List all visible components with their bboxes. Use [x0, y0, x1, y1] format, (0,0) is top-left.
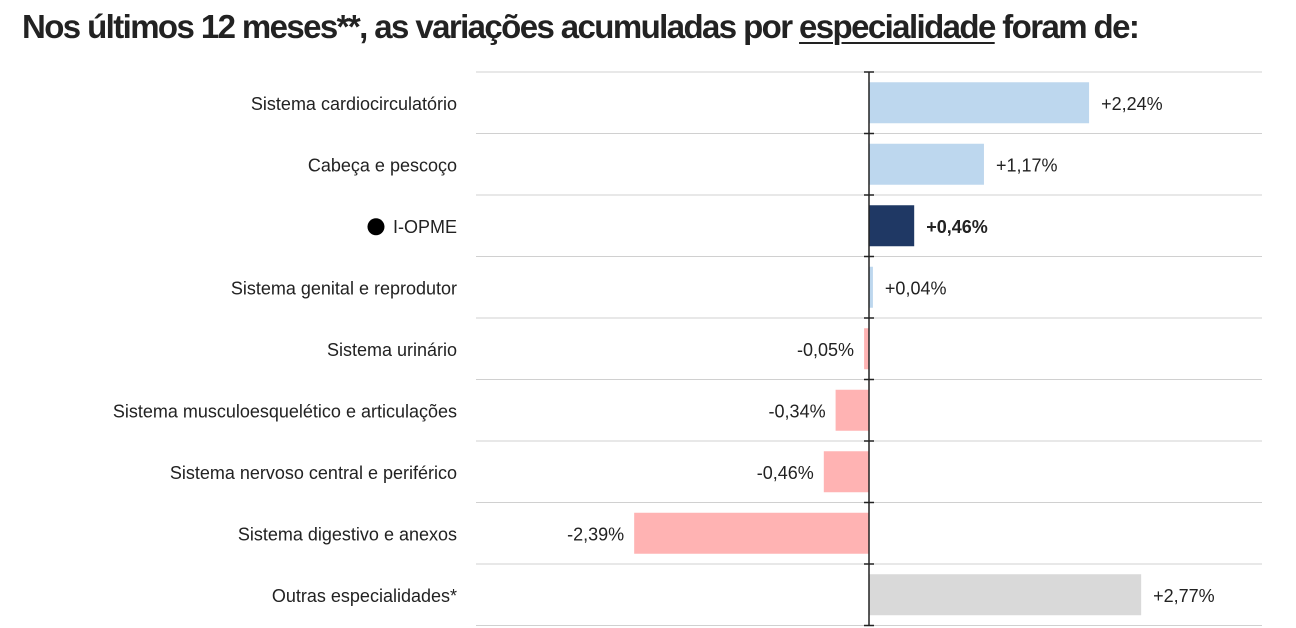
- bar: [869, 574, 1142, 616]
- bar: [869, 266, 873, 308]
- highlight-dot-icon: [367, 218, 385, 236]
- bar: [835, 389, 869, 431]
- value-label: -0,34%: [769, 401, 826, 421]
- bar: [869, 82, 1090, 124]
- bar: [864, 328, 869, 370]
- bar: [823, 451, 869, 493]
- bar: [869, 205, 915, 247]
- value-label: +0,46%: [926, 217, 988, 237]
- value-label: +0,04%: [885, 278, 947, 298]
- value-label: -2,39%: [567, 524, 624, 544]
- title-part1: Nos últimos 12 meses**, as variações acu…: [22, 8, 800, 45]
- category-label: Sistema cardiocirculatório: [251, 94, 457, 114]
- category-label: I-OPME: [393, 217, 457, 237]
- value-label: -0,46%: [757, 463, 814, 483]
- title-underlined: especialidade: [799, 8, 996, 45]
- category-label: Sistema genital e reprodutor: [231, 278, 457, 298]
- category-label: Sistema musculoesquelético e articulaçõe…: [113, 401, 457, 421]
- bar: [869, 143, 984, 185]
- value-label: -0,05%: [797, 340, 854, 360]
- category-label: Cabeça e pescoço: [308, 155, 457, 175]
- category-label: Sistema nervoso central e periférico: [170, 463, 457, 483]
- category-label: Sistema digestivo e anexos: [238, 524, 457, 544]
- bar: [634, 512, 869, 554]
- category-label: Sistema urinário: [327, 340, 457, 360]
- value-label: +2,24%: [1101, 94, 1163, 114]
- chart-title: Nos últimos 12 meses**, as variações acu…: [22, 8, 1140, 46]
- category-label: Outras especialidades*: [272, 586, 457, 606]
- value-label: +2,77%: [1153, 586, 1215, 606]
- title-part2: foram de:: [994, 8, 1140, 45]
- value-label: +1,17%: [996, 155, 1058, 175]
